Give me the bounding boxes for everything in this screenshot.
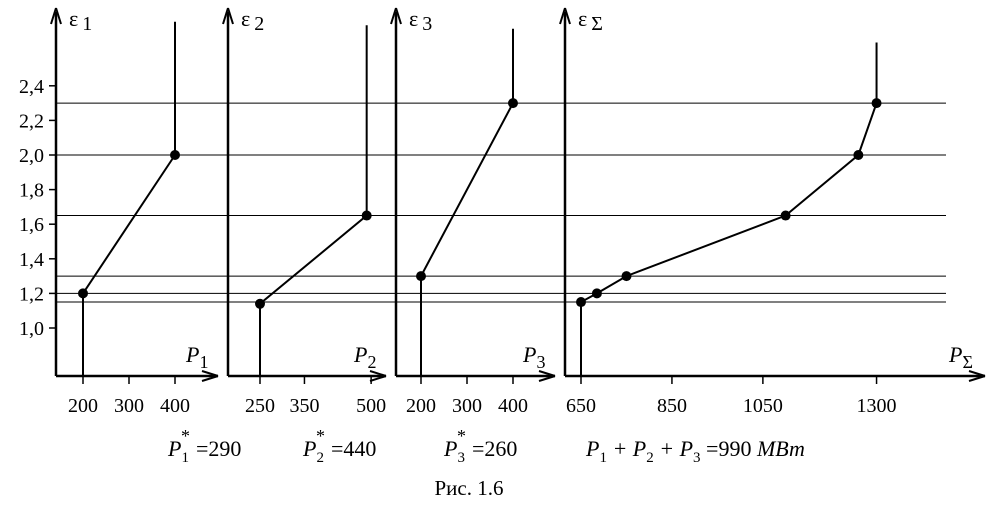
equation-p1: P1* =290 [167,426,241,466]
x-axis-arrow [201,370,219,382]
y-tick-label: 1,2 [19,283,44,305]
x-tick-label: 850 [657,395,687,417]
x-tick-label: 400 [498,395,528,417]
x-tick-label: 200 [406,395,436,417]
data-point [576,297,586,308]
equation-sum: P1 + P2 + P3 =990 МВт [585,436,805,466]
y-tick-label: 1,0 [19,318,44,340]
x-axis-label: P2 [353,342,376,372]
x-axis-label-sub: 3 [536,352,545,372]
x-tick-label: 250 [245,395,275,417]
x-axis-arrow [369,370,387,382]
series-line [420,28,514,377]
data-point [621,271,632,282]
y-axis-arrow [390,7,402,25]
x-axis-label-sub: 1 [199,352,208,372]
y-tick-label: 2,0 [19,145,44,167]
data-point [361,210,372,221]
data-point [853,150,864,160]
data-point [508,98,518,109]
x-tick-label: 300 [452,395,482,417]
y-axis-arrow [50,7,62,25]
x-axis-label-sub: Σ [962,352,972,372]
x-tick-label: 1300 [857,395,897,417]
x-tick-label: 300 [114,395,144,417]
y-axis-label-sub: Σ [591,13,603,35]
data-point [170,150,180,160]
x-axis-arrow [968,370,986,382]
x-tick-label: 500 [356,395,386,417]
series-line [82,21,176,377]
y-axis-label-sub: 1 [82,13,92,35]
x-tick-label: 650 [566,395,596,417]
panel-4: ε Σ PΣ 650 850 1050 1300 [559,6,986,417]
data-point [416,271,426,282]
x-tick-label: 200 [68,395,98,417]
series-line [580,42,878,377]
y-axis-ticks: 2,4 2,2 2,0 1,8 1,6 1,4 1,2 1,0 [19,76,56,340]
x-axis-arrow [538,370,556,382]
data-point [255,298,265,309]
equation-p3: P3* =260 [443,426,517,466]
x-axis-label-sub: 2 [367,352,376,372]
y-axis-label-sub: 3 [422,13,432,35]
series-line [259,25,368,377]
y-tick-label: 2,4 [19,76,44,98]
x-tick-label: 350 [289,395,319,417]
figure-caption: Рис. 1.6 [435,476,504,500]
y-tick-label: 1,4 [19,249,44,271]
data-point [780,210,791,221]
y-tick-label: 1,8 [19,180,44,202]
y-axis-arrow [559,7,571,25]
x-tick-label: 1050 [743,395,783,417]
panel-3: ε 3 P3 200 300 400 [390,6,556,417]
panel-2: ε 2 P2 250 350 500 [222,6,387,417]
y-axis-arrow [222,7,234,25]
x-axis-label: P1 [185,342,208,372]
x-axis-label: PΣ [948,342,973,372]
equation-p2: P2* =440 [302,426,376,466]
x-axis-label: P3 [522,342,545,372]
level-lines [56,102,946,303]
y-axis-label-sub: 2 [254,13,264,35]
panel-1: ε 1 P1 200 300 400 [50,6,219,417]
y-tick-label: 1,6 [19,214,44,236]
y-tick-label: 2,2 [19,110,44,132]
x-tick-label: 400 [160,395,190,417]
data-point [871,98,882,109]
data-point [591,288,602,299]
data-point [78,288,88,299]
